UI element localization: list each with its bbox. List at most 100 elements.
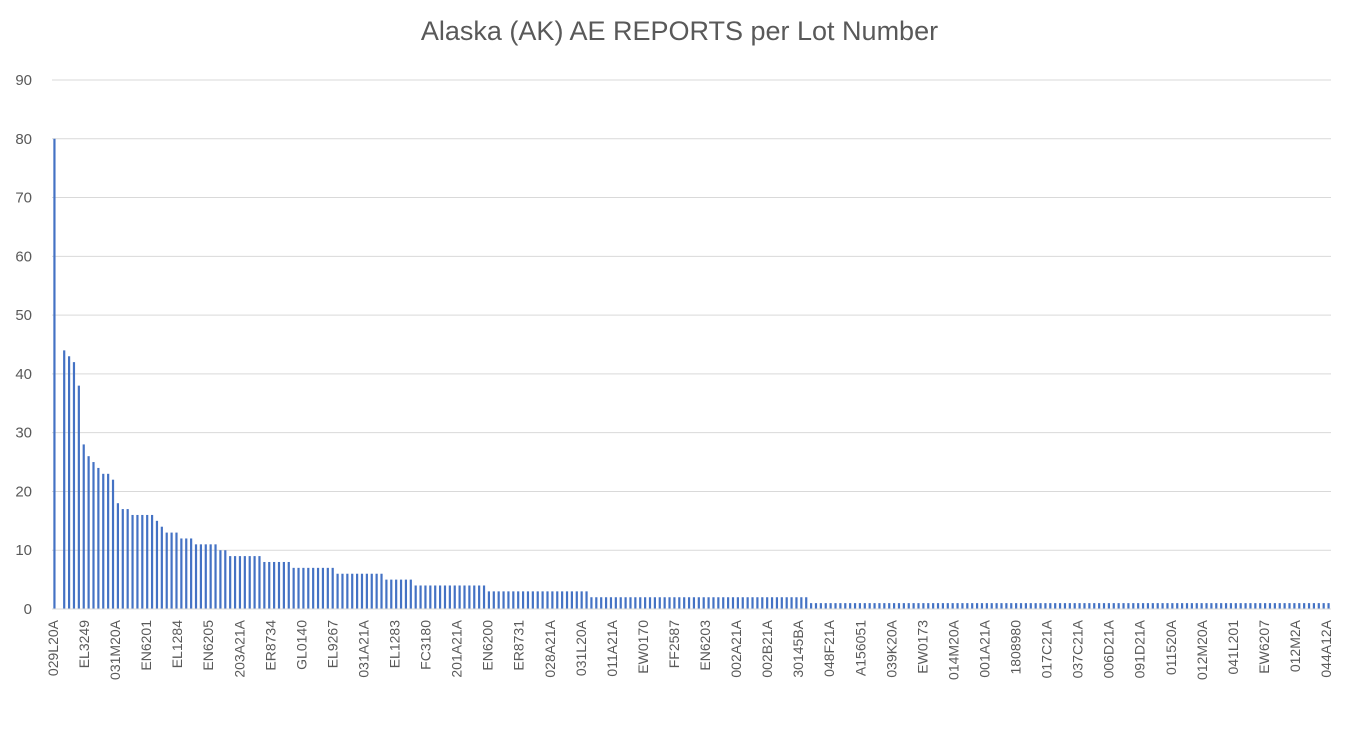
bar [946, 603, 949, 609]
x-tick-label: 002A21A [728, 619, 744, 677]
x-tick-label: 011520A [1163, 619, 1179, 675]
bar [238, 556, 242, 609]
bar [1068, 603, 1071, 609]
bar [888, 603, 891, 609]
bar [1024, 603, 1027, 609]
bar [160, 526, 163, 609]
bar [395, 579, 398, 609]
bar [526, 591, 530, 609]
bar [424, 585, 427, 609]
bar [1015, 603, 1018, 609]
bar [805, 597, 808, 609]
bar [253, 556, 256, 609]
x-tick-label: EN6203 [697, 620, 713, 671]
bar [1268, 603, 1272, 609]
bar [497, 591, 500, 609]
x-tick-label: 039K20A [883, 619, 899, 677]
bar [717, 597, 720, 609]
y-tick-label: 30 [15, 425, 32, 442]
bar [780, 597, 783, 609]
bar [722, 597, 725, 609]
bar [863, 603, 866, 609]
bar [1288, 603, 1291, 609]
bar [72, 362, 76, 609]
bar [619, 597, 622, 609]
bar [150, 514, 154, 609]
x-tick-label: 031L20A [573, 619, 589, 676]
bar [131, 514, 134, 609]
bar [634, 597, 637, 609]
bar [1278, 603, 1281, 609]
x-tick-label: 012M20A [1194, 619, 1210, 680]
x-tick-label: 30145BA [790, 619, 806, 677]
bar [1078, 603, 1081, 609]
bar [492, 591, 495, 609]
bar [878, 603, 881, 609]
bar [917, 603, 920, 609]
bar [1127, 603, 1130, 609]
bar [438, 585, 442, 609]
bar [248, 556, 251, 609]
bar [316, 567, 320, 609]
bar [443, 585, 447, 609]
bar [912, 603, 915, 609]
bar [517, 591, 520, 609]
bar [219, 550, 222, 609]
y-tick-label: 10 [15, 542, 32, 559]
bar [1039, 603, 1042, 609]
y-tick-label: 70 [15, 190, 32, 207]
bar [536, 591, 539, 609]
bar [199, 544, 202, 609]
bar [600, 597, 603, 609]
bar [1107, 603, 1110, 609]
bar [1005, 603, 1008, 609]
bar [385, 579, 388, 609]
bar [673, 597, 676, 609]
bar [556, 591, 559, 609]
bar [892, 603, 896, 609]
bar [312, 567, 315, 609]
bar [668, 597, 671, 609]
bar [302, 567, 305, 609]
bar [92, 462, 95, 609]
bar [731, 597, 735, 609]
bar [1054, 603, 1057, 609]
bar [263, 561, 266, 609]
bar [116, 503, 120, 609]
bar [282, 561, 285, 609]
bar [883, 603, 886, 609]
bar [458, 585, 461, 609]
bar [1298, 603, 1301, 609]
bar [277, 561, 281, 609]
bar [346, 573, 349, 609]
bar [873, 603, 876, 609]
x-tick-label: EN6201 [138, 620, 154, 671]
bar [507, 591, 510, 609]
bar [819, 603, 822, 609]
bar [775, 597, 779, 609]
bar [1263, 603, 1267, 609]
bar [741, 597, 744, 609]
bar [67, 356, 71, 609]
bar [590, 597, 593, 609]
bar [209, 544, 212, 609]
y-tick-label: 20 [15, 483, 32, 500]
bar [326, 567, 329, 609]
bar [687, 597, 691, 609]
x-tick-label: 006D21A [1101, 619, 1117, 678]
bar [653, 597, 656, 609]
bar [980, 603, 984, 609]
bar [595, 597, 598, 609]
bar [1141, 603, 1145, 609]
bar [107, 473, 110, 609]
bar [1151, 603, 1154, 609]
bar [502, 591, 505, 609]
bar [292, 567, 295, 609]
x-axis-ticks: 029L20A EL3249 031M20A EN6201 EL1284 EN6205 20… [45, 619, 1334, 680]
bar [761, 597, 764, 609]
bar [1190, 603, 1193, 609]
x-tick-label: A156051 [852, 620, 868, 676]
x-tick-label: 044A12A [1318, 619, 1334, 677]
bar [434, 585, 437, 609]
